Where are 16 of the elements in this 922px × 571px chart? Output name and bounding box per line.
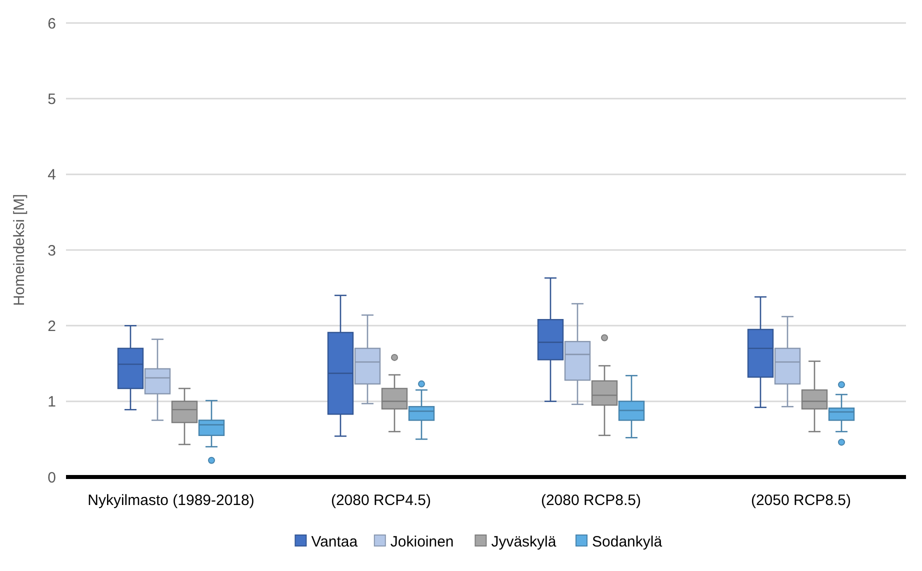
legend-label: Vantaa: [311, 533, 358, 550]
y-tick-label: 5: [48, 90, 56, 108]
y-tick-label: 4: [48, 166, 56, 184]
legend-label: Jokioinen: [390, 533, 454, 550]
y-axis-title: Homeindeksi [M]: [11, 194, 28, 306]
x-tick-label: (2080 RCP4.5): [330, 492, 432, 509]
x-tick-label: (2080 RCP8.5): [540, 492, 642, 509]
x-tick-label: (2050 RCP8.5): [750, 492, 852, 509]
y-tick-label: 1: [48, 394, 56, 411]
legend-label: Jyväskylä: [491, 533, 557, 550]
y-tick-label: 0: [48, 469, 56, 486]
y-tick-label: 3: [48, 242, 56, 260]
y-tick-label: 6: [48, 15, 56, 32]
y-tick-label: 2: [48, 318, 56, 335]
x-tick-label: Nykyilmasto (1989-2018): [88, 492, 254, 509]
legend-label: Sodankylä: [592, 533, 663, 550]
